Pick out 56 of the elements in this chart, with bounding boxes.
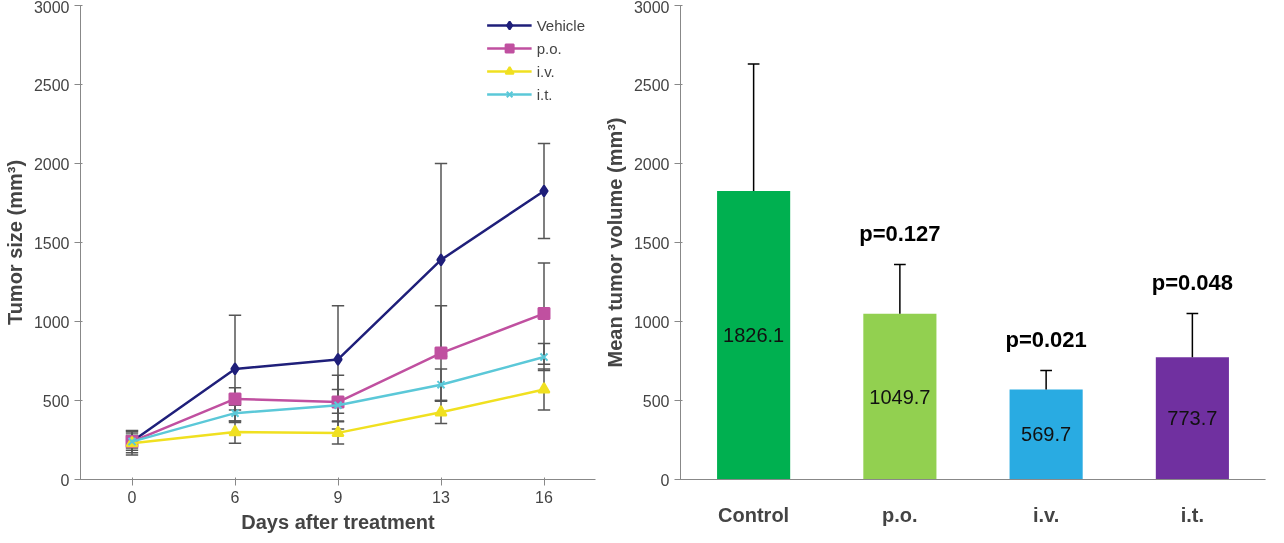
- y-tick-label: 1500: [33, 234, 70, 252]
- y-tick-label: 2000: [633, 155, 670, 173]
- point: [537, 382, 551, 394]
- y-axis-title: Tumor size (mm³): [3, 159, 26, 326]
- point: [333, 400, 343, 410]
- y-tick-label: 3000: [33, 0, 70, 16]
- data-label: 1826.1: [723, 324, 785, 347]
- x-tick-label: 13: [432, 488, 450, 506]
- y-tick-label: 2000: [33, 155, 70, 173]
- y-tick-label: 500: [42, 392, 70, 410]
- x-tick-label: i.t.: [1180, 503, 1205, 526]
- x-tick-label: 9: [333, 488, 343, 506]
- legend-label: p.o.: [536, 39, 562, 57]
- point: [436, 253, 446, 267]
- y-tick-label: 1500: [633, 234, 670, 252]
- y-tick-label: 0: [60, 471, 70, 489]
- y-tick-label: 3000: [633, 0, 670, 16]
- x-tick-label: 16: [535, 488, 553, 506]
- point: [228, 392, 242, 406]
- point: [434, 405, 448, 417]
- annotation: p=0.127: [859, 220, 941, 246]
- y-tick-label: 500: [642, 392, 670, 410]
- y-axis-title: Mean tumor volume (mm³): [603, 117, 626, 368]
- annotation: p=0.048: [1151, 269, 1234, 295]
- point: [539, 352, 549, 362]
- x-tick-label: p.o.: [882, 503, 918, 526]
- data-label: 773.7: [1167, 407, 1218, 430]
- x-tick-label: Control: [718, 503, 790, 526]
- bar: [863, 313, 937, 480]
- point: [331, 425, 345, 438]
- point: [230, 408, 240, 418]
- bar: [1009, 389, 1083, 480]
- point: [537, 307, 551, 321]
- point: [333, 352, 343, 366]
- x-tick-label: i.v.: [1032, 503, 1060, 526]
- x-axis-title: Days after treatment: [241, 510, 436, 533]
- point: [230, 362, 240, 376]
- legend-label: i.t.: [536, 85, 554, 103]
- legend-label: i.v.: [536, 62, 556, 80]
- point: [539, 184, 549, 198]
- data-label: 1049.7: [869, 385, 931, 408]
- bar: [717, 190, 791, 480]
- y-tick-label: 2500: [633, 76, 670, 94]
- data-label: 569.7: [1021, 423, 1072, 446]
- y-tick-label: 2500: [33, 76, 70, 94]
- x-tick-label: 6: [230, 488, 240, 506]
- bar: [1155, 357, 1229, 480]
- point: [228, 424, 242, 437]
- annotation: p=0.021: [1005, 326, 1087, 352]
- point: [436, 380, 446, 390]
- point: [434, 346, 448, 360]
- y-tick-label: 1000: [33, 313, 70, 331]
- y-tick-label: 1000: [633, 313, 670, 331]
- y-tick-label: 0: [660, 471, 670, 489]
- legend-label: Vehicle: [536, 16, 585, 34]
- x-tick-label: 0: [127, 488, 137, 506]
